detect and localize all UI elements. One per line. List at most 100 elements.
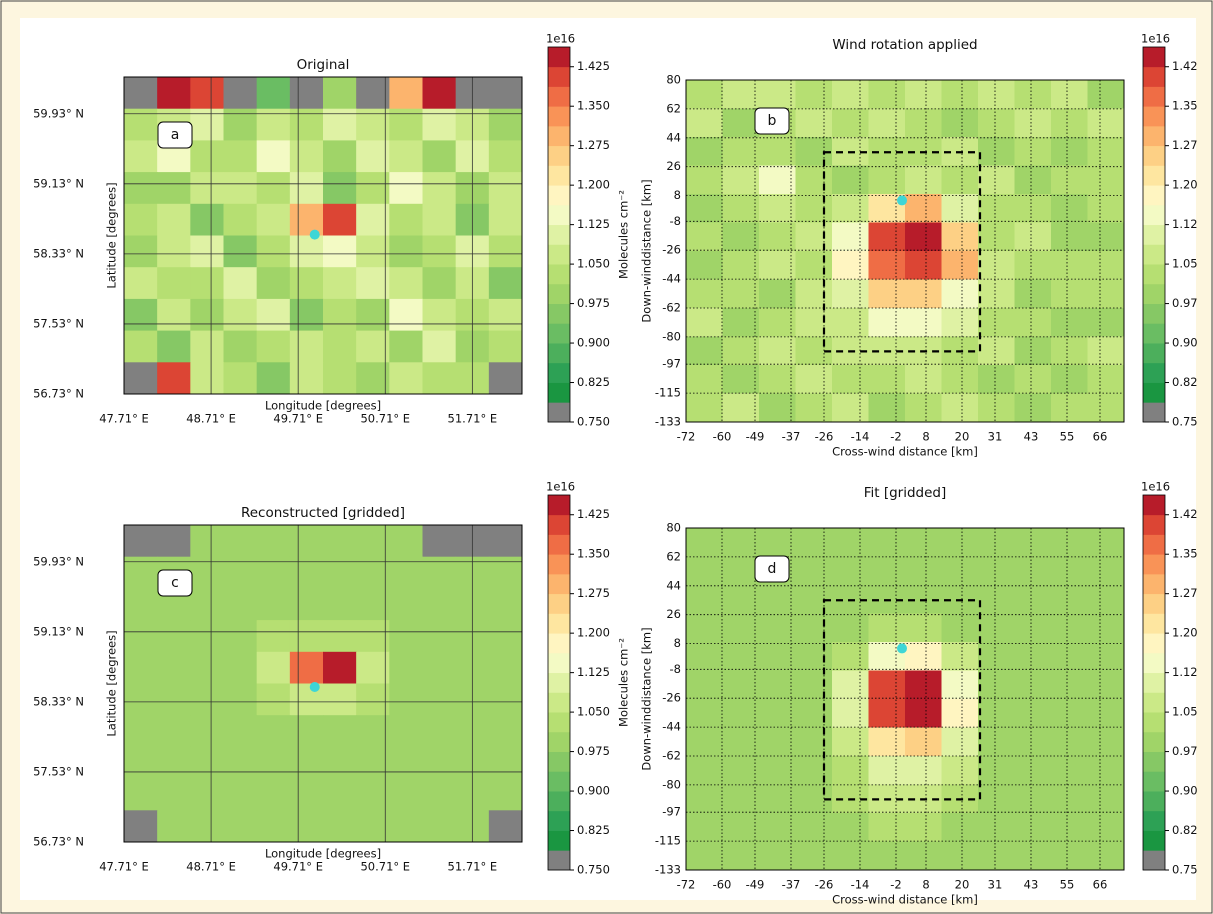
- heatmap-cell: [759, 813, 796, 842]
- heatmap-cell: [256, 172, 291, 205]
- heatmap-cell: [389, 330, 423, 363]
- heatmap-cell: [868, 813, 906, 842]
- heatmap-cell: [488, 172, 523, 205]
- heatmap-cell: [1014, 556, 1052, 586]
- heatmap-cell: [422, 746, 457, 780]
- heatmap-cell: [722, 80, 760, 109]
- heatmap-cell: [323, 683, 357, 716]
- colorbar-band: [1143, 303, 1165, 324]
- heatmap-cell: [422, 235, 457, 268]
- heatmap-cell: [686, 308, 723, 337]
- heatmap-cell: [1014, 727, 1052, 757]
- plot-frame: [123, 76, 523, 395]
- heatmap-cell: [422, 330, 457, 363]
- heatmap-cell: [722, 585, 760, 614]
- heatmap-cell: [905, 756, 942, 785]
- heatmap-cell: [190, 267, 224, 300]
- heatmap-cell: [422, 651, 457, 684]
- x-tick-label: 49.71° E: [273, 412, 323, 426]
- heatmap-cell: [223, 140, 258, 173]
- colorbar-band: [548, 514, 570, 535]
- heatmap-cell: [795, 756, 833, 785]
- heatmap-cell: [1087, 222, 1125, 252]
- heatmap-cell: [868, 279, 906, 309]
- colorbar-band: [548, 712, 570, 733]
- heatmap-cell: [1051, 393, 1088, 423]
- colorbar-band: [1143, 204, 1165, 226]
- heatmap-cell: [157, 683, 191, 716]
- y-tick-label: -8: [670, 214, 681, 228]
- heatmap-cell: [157, 620, 191, 653]
- heatmap-cell: [978, 222, 1015, 252]
- heatmap-cell: [256, 330, 291, 363]
- heatmap-cell: [323, 267, 357, 300]
- heatmap-cell: [323, 620, 357, 653]
- colorbar-band: [1143, 712, 1165, 733]
- heatmap-cell: [1051, 108, 1088, 138]
- colorbar-band: [548, 244, 570, 265]
- heatmap-cell: [1014, 251, 1052, 280]
- heatmap-cell: [256, 746, 291, 780]
- heatmap-cell: [759, 336, 796, 366]
- heatmap-cell: [422, 525, 457, 558]
- heatmap-cell: [157, 746, 191, 780]
- heatmap-cell: [868, 670, 906, 700]
- heatmap-cell: [759, 585, 796, 614]
- heatmap-cell: [124, 525, 158, 558]
- heatmap-cell: [256, 77, 291, 110]
- source-marker: [897, 643, 907, 654]
- y-tick-label: -115: [655, 834, 681, 848]
- heatmap-cell: [1051, 727, 1088, 757]
- heatmap-cell: [389, 203, 423, 236]
- colorbar-band: [1143, 224, 1165, 245]
- heatmap-cell: [868, 80, 906, 109]
- heatmap-cell: [686, 336, 723, 366]
- heatmap-cell: [422, 362, 457, 395]
- heatmap-cell: [832, 756, 869, 785]
- heatmap-cell: [488, 525, 523, 558]
- heatmap-cell: [868, 108, 906, 138]
- colorbar-band: [548, 791, 570, 812]
- heatmap-cell: [289, 298, 324, 332]
- heatmap-cell: [832, 813, 869, 842]
- colorbar-tick-label: 0.825: [577, 375, 610, 389]
- heatmap-cell: [488, 330, 523, 363]
- heatmap-cell: [488, 203, 523, 236]
- heatmap-cell: [422, 778, 457, 811]
- colorbar-tick-label: 0.825: [577, 823, 610, 837]
- colorbar-band: [548, 771, 570, 792]
- heatmap-cell: [223, 715, 258, 748]
- heatmap-cell: [422, 588, 457, 621]
- heatmap-cell: [795, 279, 833, 309]
- heatmap-cell: [795, 365, 833, 394]
- heatmap-cell: [686, 556, 723, 586]
- y-tick-label: -97: [662, 357, 681, 371]
- heatmap-cell: [157, 235, 191, 268]
- heatmap-cell: [722, 393, 760, 423]
- x-tick-label: -72: [677, 878, 696, 892]
- y-tick-label: 62: [666, 101, 681, 115]
- colorbar-tick-label: 1.125: [577, 217, 610, 231]
- heatmap-cell: [323, 778, 357, 811]
- heatmap-cell: [759, 194, 796, 223]
- colorbar-tick-label: 1.350: [577, 547, 610, 561]
- heatmap-cell: [323, 651, 357, 684]
- heatmap-cell: [722, 528, 760, 557]
- heatmap-cell: [389, 715, 423, 748]
- heatmap-cell: [832, 80, 869, 109]
- colorbar-tick-label: 0.975: [577, 744, 610, 758]
- heatmap-cell: [289, 651, 324, 684]
- x-tick-label: -37: [782, 430, 801, 444]
- x-tick-label: -49: [746, 878, 765, 892]
- heatmap-cell: [978, 365, 1015, 394]
- heatmap-cell: [256, 235, 291, 268]
- heatmap-cell: [1051, 80, 1088, 109]
- heatmap-cell: [941, 194, 979, 223]
- y-axis-label: Down-winddistance [km]: [640, 179, 654, 322]
- x-axis-label: Cross-wind distance [km]: [832, 445, 978, 459]
- heatmap-cell: [978, 813, 1015, 842]
- heatmap-cell: [686, 165, 723, 195]
- heatmap-cell: [356, 715, 390, 748]
- x-tick-label: 55: [1060, 430, 1075, 444]
